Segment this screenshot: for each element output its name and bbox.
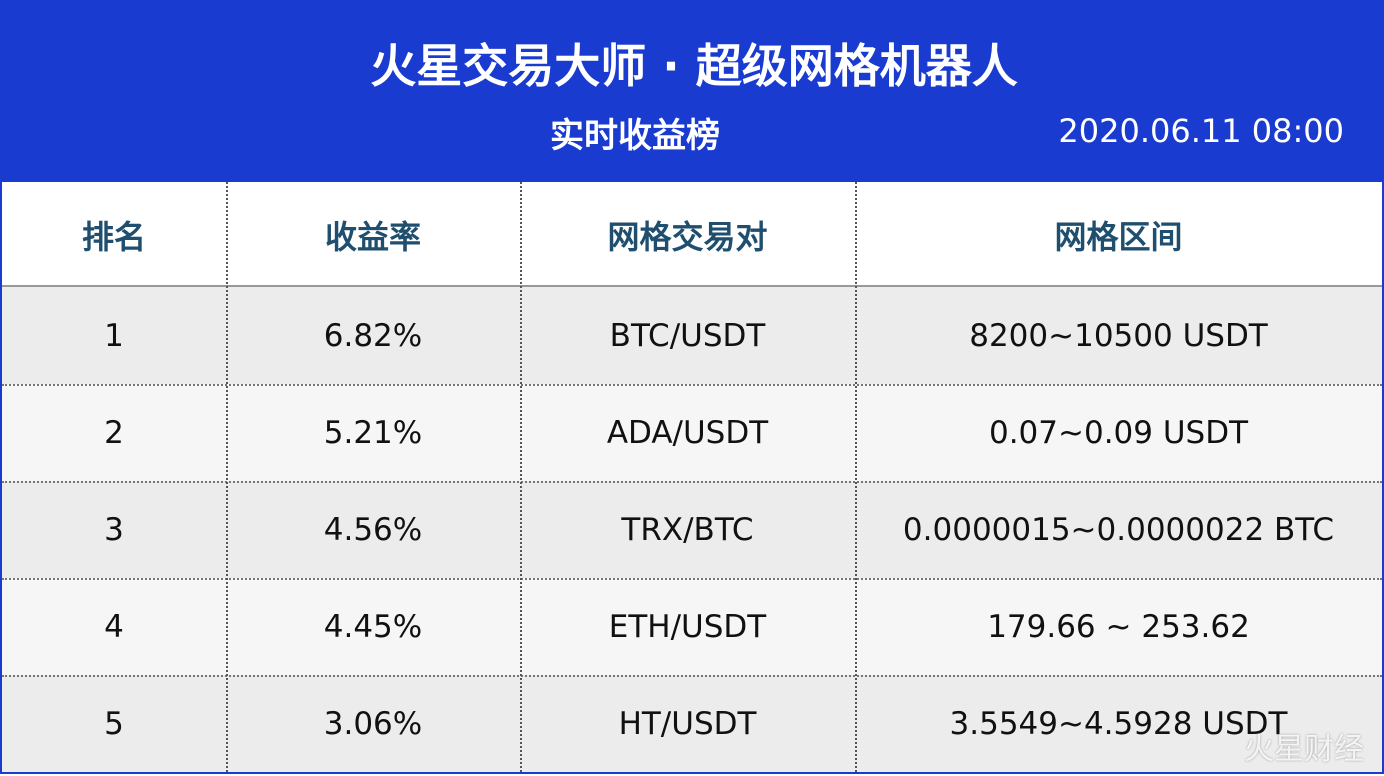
table-cell: 4.45%: [323, 608, 423, 645]
column-header: 网格交易对: [607, 217, 768, 256]
table-cell: 0.0000015~0.0000022 BTC: [902, 511, 1335, 548]
table-cell: 179.66 ~ 253.62: [987, 608, 1250, 645]
title: 火星交易大师 · 超级网格机器人: [370, 39, 1018, 93]
table-cell: BTC/USDT: [609, 317, 766, 354]
column-header: 网格区间: [1054, 217, 1183, 256]
table-cell: 3: [104, 511, 124, 548]
row-divider: [2, 675, 1382, 677]
row-background: [2, 578, 1382, 675]
row-divider: [2, 481, 1382, 483]
table-cell: 1: [104, 317, 124, 354]
datetime: 2020.06.11 08:00: [1058, 112, 1344, 150]
row-background: [2, 384, 1382, 481]
column-divider: [855, 182, 857, 772]
table-cell: 4.56%: [323, 511, 423, 548]
table-cell: HT/USDT: [618, 705, 757, 742]
row-background: [2, 287, 1382, 384]
table-cell: 3.06%: [323, 705, 423, 742]
column-header: 收益率: [324, 217, 421, 256]
column-divider: [226, 182, 228, 772]
column-divider: [520, 182, 522, 772]
header-border: [2, 285, 1382, 287]
column-header: 排名: [81, 217, 146, 256]
table-cell: 0.07~0.09 USDT: [988, 414, 1249, 451]
row-divider: [2, 578, 1382, 580]
table-cell: 5: [104, 705, 124, 742]
row-background: [2, 481, 1382, 578]
row-background: [2, 675, 1382, 772]
subtitle: 实时收益榜: [550, 116, 720, 156]
header: 火星交易大师 · 超级网格机器人 实时收益榜 2020.06.11 08:00: [2, 0, 1382, 182]
table-cell: ADA/USDT: [606, 414, 769, 451]
table-cell: 4: [104, 608, 124, 645]
table-cell: 5.21%: [323, 414, 423, 451]
table-cell: TRX/BTC: [621, 511, 754, 548]
table-cell: 6.82%: [323, 317, 423, 354]
table-cell: ETH/USDT: [608, 608, 767, 645]
row-divider: [2, 384, 1382, 386]
table-cell: 3.5549~4.5928 USDT: [949, 705, 1288, 742]
table-cell: 8200~10500 USDT: [969, 317, 1268, 354]
table-cell: 2: [104, 414, 124, 451]
watermark: 火星财经: [1244, 732, 1364, 767]
